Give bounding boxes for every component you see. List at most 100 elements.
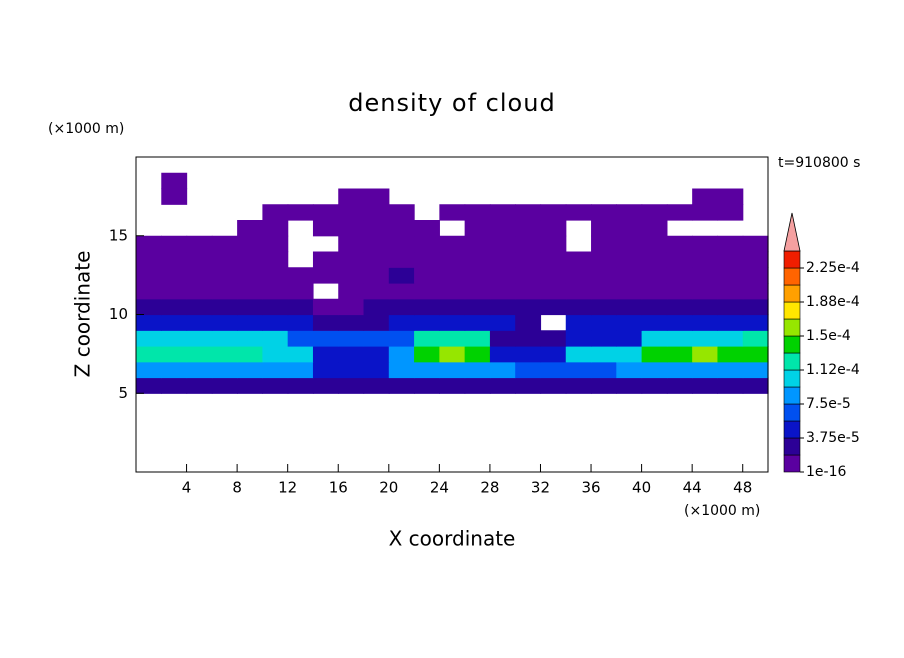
contour-cell bbox=[388, 377, 415, 394]
contour-cell bbox=[439, 235, 466, 253]
contour-cell bbox=[540, 298, 567, 316]
colorbar-box bbox=[783, 335, 801, 354]
contour-cell bbox=[136, 251, 162, 268]
contour-cell bbox=[136, 330, 162, 347]
contour-cell bbox=[692, 361, 719, 379]
contour-cell bbox=[641, 267, 668, 284]
contour-cell bbox=[717, 235, 744, 253]
contour-cell bbox=[489, 346, 516, 363]
contour-cell bbox=[363, 204, 390, 221]
x-tick-label: 8 bbox=[232, 479, 242, 497]
colorbar-box bbox=[783, 250, 801, 269]
contour-cell bbox=[717, 314, 744, 331]
contour-cell bbox=[161, 361, 188, 379]
colorbar-box bbox=[783, 267, 801, 286]
contour-cell bbox=[515, 298, 542, 316]
contour-cell bbox=[312, 314, 339, 331]
contour-cell bbox=[312, 251, 339, 268]
contour-cell bbox=[515, 235, 542, 253]
contour-cell bbox=[540, 251, 567, 268]
contour-cell bbox=[616, 283, 643, 300]
contour-cell bbox=[414, 235, 440, 253]
contour-cell bbox=[363, 330, 390, 347]
contour-cell bbox=[489, 267, 516, 284]
contour-cell bbox=[565, 283, 592, 300]
contour-cell bbox=[186, 346, 213, 363]
contour-cell bbox=[287, 361, 314, 379]
contour-cell bbox=[439, 298, 466, 316]
contour-cell bbox=[136, 267, 162, 284]
contour-cell bbox=[262, 251, 289, 268]
contour-cell bbox=[338, 361, 365, 379]
contour-cell bbox=[717, 346, 744, 363]
contour-cell bbox=[666, 267, 693, 284]
contour-cell bbox=[540, 235, 567, 253]
contour-cell bbox=[717, 283, 744, 300]
contour-cell bbox=[565, 251, 592, 268]
contour-cell bbox=[186, 251, 213, 268]
contour-cell bbox=[211, 314, 238, 331]
contour-cell bbox=[439, 204, 466, 221]
contour-cell bbox=[161, 267, 188, 284]
contour-cell bbox=[591, 314, 617, 331]
contour-cell bbox=[312, 204, 339, 221]
colorbar-tick-label: 7.5e-5 bbox=[806, 396, 851, 412]
contour-cell bbox=[666, 314, 693, 331]
contour-cell bbox=[641, 346, 668, 363]
contour-cell bbox=[287, 377, 314, 394]
contour-cell bbox=[186, 267, 213, 284]
contour-cell bbox=[641, 235, 668, 253]
contour-cell bbox=[388, 330, 415, 347]
contour-cell bbox=[161, 235, 188, 253]
contour-cell bbox=[616, 314, 643, 331]
contour-cell bbox=[211, 330, 238, 347]
contour-cell bbox=[161, 298, 188, 316]
contour-cell bbox=[515, 283, 542, 300]
contour-cell bbox=[237, 361, 263, 379]
contour-cell bbox=[616, 330, 643, 347]
contour-cell bbox=[439, 377, 466, 394]
contour-cell bbox=[312, 346, 339, 363]
contour-cell bbox=[641, 251, 668, 268]
contour-cell bbox=[363, 235, 390, 253]
contour-cell bbox=[515, 330, 542, 347]
contour-cell bbox=[540, 361, 567, 379]
contour-cell bbox=[591, 267, 617, 284]
contour-cell bbox=[540, 283, 567, 300]
contour-cell bbox=[338, 188, 365, 205]
colorbar-tick-label: 1.5e-4 bbox=[806, 328, 851, 344]
colorbar-box bbox=[783, 301, 801, 320]
contour-cell bbox=[565, 204, 592, 221]
contour-field bbox=[136, 172, 769, 394]
contour-cell bbox=[287, 204, 314, 221]
contour-cell bbox=[161, 188, 188, 205]
contour-cell bbox=[414, 330, 440, 347]
contour-cell bbox=[666, 204, 693, 221]
contour-cell bbox=[515, 346, 542, 363]
contour-cell bbox=[388, 346, 415, 363]
contour-cell bbox=[211, 235, 238, 253]
contour-cell bbox=[692, 298, 719, 316]
contour-cell bbox=[312, 330, 339, 347]
contour-cell bbox=[515, 361, 542, 379]
contour-cell bbox=[262, 283, 289, 300]
contour-cell bbox=[237, 377, 263, 394]
contour-cell bbox=[464, 346, 491, 363]
contour-cell bbox=[211, 377, 238, 394]
contour-cell bbox=[388, 235, 415, 253]
contour-cell bbox=[161, 346, 188, 363]
contour-cell bbox=[136, 314, 162, 331]
contour-cell bbox=[388, 204, 415, 221]
contour-cell bbox=[692, 377, 719, 394]
contour-cell bbox=[565, 377, 592, 394]
contour-cell bbox=[414, 251, 440, 268]
contour-cell bbox=[161, 251, 188, 268]
contour-cell bbox=[312, 267, 339, 284]
contour-cell bbox=[464, 220, 491, 237]
contour-cell bbox=[338, 283, 365, 300]
contour-cell bbox=[464, 330, 491, 347]
contour-cell bbox=[515, 220, 542, 237]
contour-cell bbox=[540, 204, 567, 221]
contour-cell bbox=[616, 267, 643, 284]
